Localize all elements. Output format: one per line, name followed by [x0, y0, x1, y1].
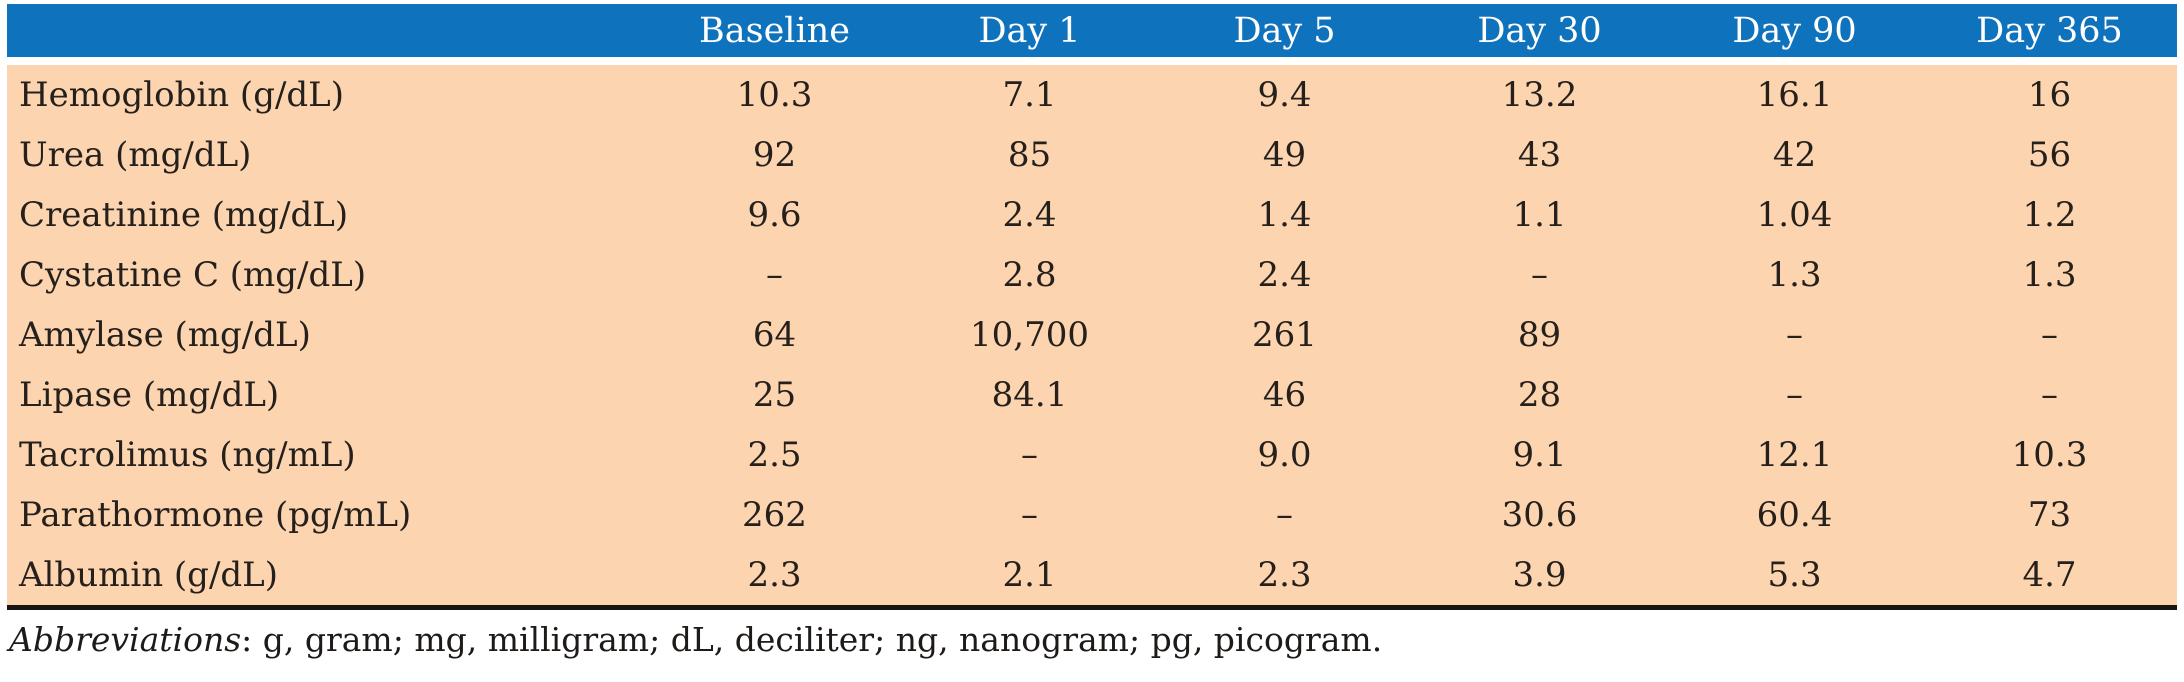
- cell: 262: [742, 495, 807, 535]
- cell: 1.1: [1512, 195, 1567, 235]
- row-label: Cystatine C (mg/dL): [19, 255, 367, 295]
- cell: 89: [1517, 315, 1562, 355]
- column-header-day1: Day 1: [902, 4, 1157, 65]
- table-row-parathormone: Parathormone (pg/mL) 262 – – 30.6 60.4 7…: [7, 485, 2177, 545]
- cell: 2.5: [747, 435, 802, 475]
- cell: 13.2: [1501, 75, 1578, 115]
- cell: 56: [2027, 135, 2072, 175]
- table-row-urea: Urea (mg/dL) 92 85 49 43 42 56: [7, 125, 2177, 185]
- lab-values-table: Baseline Day 1 Day 5 Day 30 Day 90 Day 3…: [7, 4, 2177, 610]
- cell: 12.1: [1756, 435, 1833, 475]
- table-row-albumin: Albumin (g/dL) 2.3 2.1 2.3 3.9 5.3 4.7: [7, 545, 2177, 610]
- cell: 5.3: [1667, 545, 1922, 610]
- column-header-day365: Day 365: [1922, 4, 2177, 65]
- cell: 60.4: [1756, 495, 1833, 535]
- cell: 3.9: [1412, 545, 1667, 610]
- cell: 9.1: [1512, 435, 1567, 475]
- abbreviations-note: Abbreviations: g, gram; mg, milligram; d…: [9, 620, 2177, 659]
- table-body: Hemoglobin (g/dL) 10.3 7.1 9.4 13.2 16.1…: [7, 61, 2177, 610]
- cell: 10.3: [736, 75, 813, 115]
- table-header: Baseline Day 1 Day 5 Day 30 Day 90 Day 3…: [7, 4, 2177, 65]
- abbreviations-label: Abbreviations: [9, 620, 242, 659]
- cell: –: [766, 255, 783, 295]
- table-row-hemoglobin: Hemoglobin (g/dL) 10.3 7.1 9.4 13.2 16.1…: [7, 61, 2177, 125]
- cell: 2.4: [1002, 195, 1057, 235]
- row-label: Tacrolimus (ng/mL): [19, 435, 356, 475]
- cell: 1.2: [2022, 195, 2077, 235]
- row-label: Parathormone (pg/mL): [19, 495, 412, 535]
- cell: 16.1: [1756, 75, 1833, 115]
- page: Baseline Day 1 Day 5 Day 30 Day 90 Day 3…: [7, 4, 2177, 659]
- corner-cell: [7, 4, 647, 65]
- cell: 10.3: [2011, 435, 2088, 475]
- cell: 92: [752, 135, 797, 175]
- cell: 85: [1007, 135, 1052, 175]
- cell: 28: [1517, 375, 1562, 415]
- cell: 16: [2027, 75, 2072, 115]
- cell: –: [1786, 375, 1803, 415]
- cell: 2.3: [647, 545, 902, 610]
- cell: –: [2041, 375, 2058, 415]
- cell: 9.0: [1257, 435, 1312, 475]
- header-row: Baseline Day 1 Day 5 Day 30 Day 90 Day 3…: [7, 4, 2177, 65]
- row-label: Hemoglobin (g/dL): [19, 75, 345, 115]
- row-label: Urea (mg/dL): [19, 135, 252, 175]
- column-header-baseline: Baseline: [647, 4, 902, 65]
- cell: 261: [1252, 315, 1317, 355]
- cell: –: [1786, 315, 1803, 355]
- cell: 42: [1772, 135, 1817, 175]
- cell: 25: [752, 375, 797, 415]
- cell: –: [1021, 495, 1038, 535]
- cell: 1.3: [1767, 255, 1822, 295]
- cell: 1.4: [1257, 195, 1312, 235]
- cell: 49: [1262, 135, 1307, 175]
- cell: 46: [1262, 375, 1307, 415]
- cell: 1.04: [1756, 195, 1833, 235]
- column-header-day90: Day 90: [1667, 4, 1922, 65]
- row-label: Albumin (g/dL): [7, 545, 647, 610]
- cell: 43: [1517, 135, 1562, 175]
- cell: 73: [2027, 495, 2072, 535]
- abbreviations-text: : g, gram; mg, milligram; dL, deciliter;…: [241, 620, 1383, 659]
- row-label: Lipase (mg/dL): [19, 375, 280, 415]
- cell: 2.3: [1157, 545, 1412, 610]
- cell: 2.1: [902, 545, 1157, 610]
- cell: 84.1: [991, 375, 1068, 415]
- cell: –: [2041, 315, 2058, 355]
- cell: 1.3: [2022, 255, 2077, 295]
- cell: –: [1021, 435, 1038, 475]
- table-row-lipase: Lipase (mg/dL) 25 84.1 46 28 – –: [7, 365, 2177, 425]
- cell: 9.6: [747, 195, 802, 235]
- table-row-creatinine: Creatinine (mg/dL) 9.6 2.4 1.4 1.1 1.04 …: [7, 185, 2177, 245]
- cell: 9.4: [1257, 75, 1312, 115]
- cell: 4.7: [1922, 545, 2177, 610]
- cell: 2.8: [1002, 255, 1057, 295]
- cell: 7.1: [1002, 75, 1057, 115]
- cell: –: [1531, 255, 1548, 295]
- table-row-amylase: Amylase (mg/dL) 64 10,700 261 89 – –: [7, 305, 2177, 365]
- row-label: Creatinine (mg/dL): [19, 195, 349, 235]
- cell: 2.4: [1257, 255, 1312, 295]
- column-header-day5: Day 5: [1157, 4, 1412, 65]
- cell: 64: [752, 315, 797, 355]
- table-row-tacrolimus: Tacrolimus (ng/mL) 2.5 – 9.0 9.1 12.1 10…: [7, 425, 2177, 485]
- cell: –: [1276, 495, 1293, 535]
- column-header-day30: Day 30: [1412, 4, 1667, 65]
- cell: 10,700: [970, 315, 1089, 355]
- cell: 30.6: [1501, 495, 1578, 535]
- row-label: Amylase (mg/dL): [19, 315, 311, 355]
- table-row-cystatine-c: Cystatine C (mg/dL) – 2.8 2.4 – 1.3 1.3: [7, 245, 2177, 305]
